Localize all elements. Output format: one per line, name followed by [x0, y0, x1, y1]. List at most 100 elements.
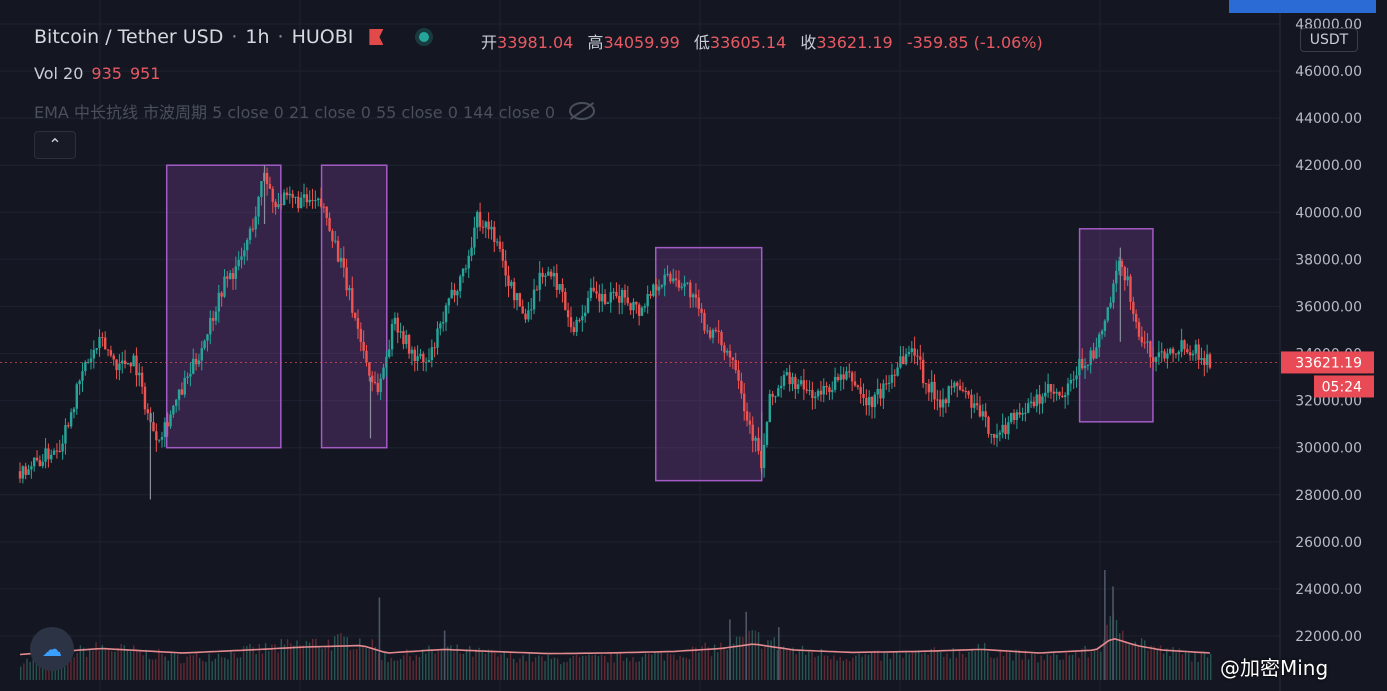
candle-body: [478, 212, 482, 227]
candle-body: [345, 267, 348, 291]
collapse-legend-button[interactable]: ⌃: [34, 131, 76, 159]
candle-body: [376, 382, 380, 393]
candle-body: [1205, 354, 1209, 365]
volume-bar: [318, 646, 320, 680]
volume-bar: [274, 644, 276, 680]
volume-bar: [472, 656, 474, 680]
candle-body: [106, 349, 110, 351]
volume-bar: [346, 637, 348, 680]
volume-bar: [1144, 640, 1146, 680]
candle-body: [1109, 302, 1112, 308]
candle-body: [802, 380, 806, 390]
candle-body: [666, 273, 669, 275]
tradingview-logo-icon[interactable]: ☁: [30, 627, 74, 671]
candle-body: [564, 291, 567, 311]
volume-bar: [352, 649, 355, 680]
candle-body: [1169, 348, 1172, 354]
volume-bar: [638, 661, 640, 680]
candle-body: [856, 385, 860, 388]
low-value: 33605.14: [709, 33, 787, 52]
candle-body: [1063, 395, 1067, 398]
volume-bar: [164, 656, 166, 680]
volume-legend[interactable]: Vol 20 935 951: [34, 64, 160, 83]
candle-body: [867, 396, 871, 406]
price-tick-label: 30000.00: [1295, 441, 1362, 457]
volume-bar: [717, 652, 719, 680]
volume-bar: [899, 654, 901, 680]
candle-body: [75, 384, 79, 409]
volume-bar: [858, 653, 860, 680]
candle-body: [1055, 391, 1058, 394]
candle-body: [1188, 352, 1192, 356]
ema-legend[interactable]: EMA 中长抗线 市波周期 5 close 0 21 close 0 55 cl…: [34, 99, 596, 123]
volume-bar: [1156, 648, 1159, 680]
candle-body: [405, 334, 408, 345]
candle-body: [140, 372, 144, 387]
candle-body: [981, 411, 984, 417]
volume-bar: [1087, 657, 1089, 680]
volume-bar: [1191, 661, 1193, 680]
volume-bar: [456, 644, 458, 680]
volume-bar: [129, 651, 132, 680]
candle-body: [941, 399, 945, 408]
candle-body: [853, 381, 857, 386]
symbol-header[interactable]: Bitcoin / Tether USD · 1h · HUOBI: [34, 26, 430, 48]
volume-bar: [133, 645, 135, 680]
volume-bar: [198, 658, 201, 680]
candle-body: [799, 380, 803, 385]
candle-body: [416, 356, 419, 362]
volume-bar: [1181, 654, 1184, 680]
interval-label[interactable]: 1h: [245, 26, 270, 48]
volume-bar: [384, 652, 386, 680]
volume-bar: [1012, 660, 1014, 680]
candle-body: [862, 394, 865, 398]
eye-hidden-icon[interactable]: [569, 102, 596, 120]
volume-bar: [569, 658, 571, 680]
volume-bar: [293, 645, 295, 680]
volume-bar: [852, 657, 854, 680]
price-axis[interactable]: 48000.0046000.0044000.0042000.0040000.00…: [1279, 0, 1387, 691]
volume-bar: [845, 659, 848, 680]
candle-body: [211, 318, 215, 321]
candle-body: [498, 241, 502, 250]
volume-bar: [889, 658, 892, 680]
watermark: @加密Ming: [1220, 656, 1329, 680]
candle-body: [1106, 307, 1109, 321]
candle-body: [334, 240, 337, 242]
candle-body: [961, 389, 965, 391]
candle-body: [657, 286, 661, 291]
volume-bar: [349, 650, 352, 680]
volume-bar: [748, 630, 750, 680]
candle-body: [433, 347, 436, 349]
candle-body: [356, 318, 360, 329]
candle-body: [459, 276, 462, 292]
volume-bar: [158, 648, 160, 680]
candle-body: [816, 390, 820, 397]
volume-bar: [1074, 651, 1077, 680]
candle-body: [734, 359, 737, 371]
candle-body: [885, 383, 888, 385]
candle-body: [490, 226, 493, 230]
volume-bar: [1059, 659, 1061, 680]
volume-bar: [971, 650, 973, 680]
candle-body: [129, 363, 132, 367]
candle-body: [456, 291, 459, 296]
volume-bar: [933, 647, 936, 680]
volume-bar: [70, 648, 72, 680]
candle-body: [226, 276, 229, 279]
volume-bar: [704, 642, 706, 680]
candle-body: [450, 289, 453, 299]
candle-body: [623, 290, 627, 298]
candle-body: [504, 260, 507, 276]
candle-body: [839, 374, 842, 381]
candle-body: [754, 437, 757, 441]
volume-bar: [497, 656, 499, 680]
volume-bar: [1005, 649, 1008, 680]
candle-body: [708, 330, 712, 338]
flag-icon[interactable]: [369, 29, 384, 45]
currency-selector[interactable]: USDT: [1300, 28, 1358, 52]
candle-body: [956, 382, 959, 386]
volume-bar: [425, 653, 427, 680]
symbol-name[interactable]: Bitcoin / Tether USD: [34, 26, 224, 48]
